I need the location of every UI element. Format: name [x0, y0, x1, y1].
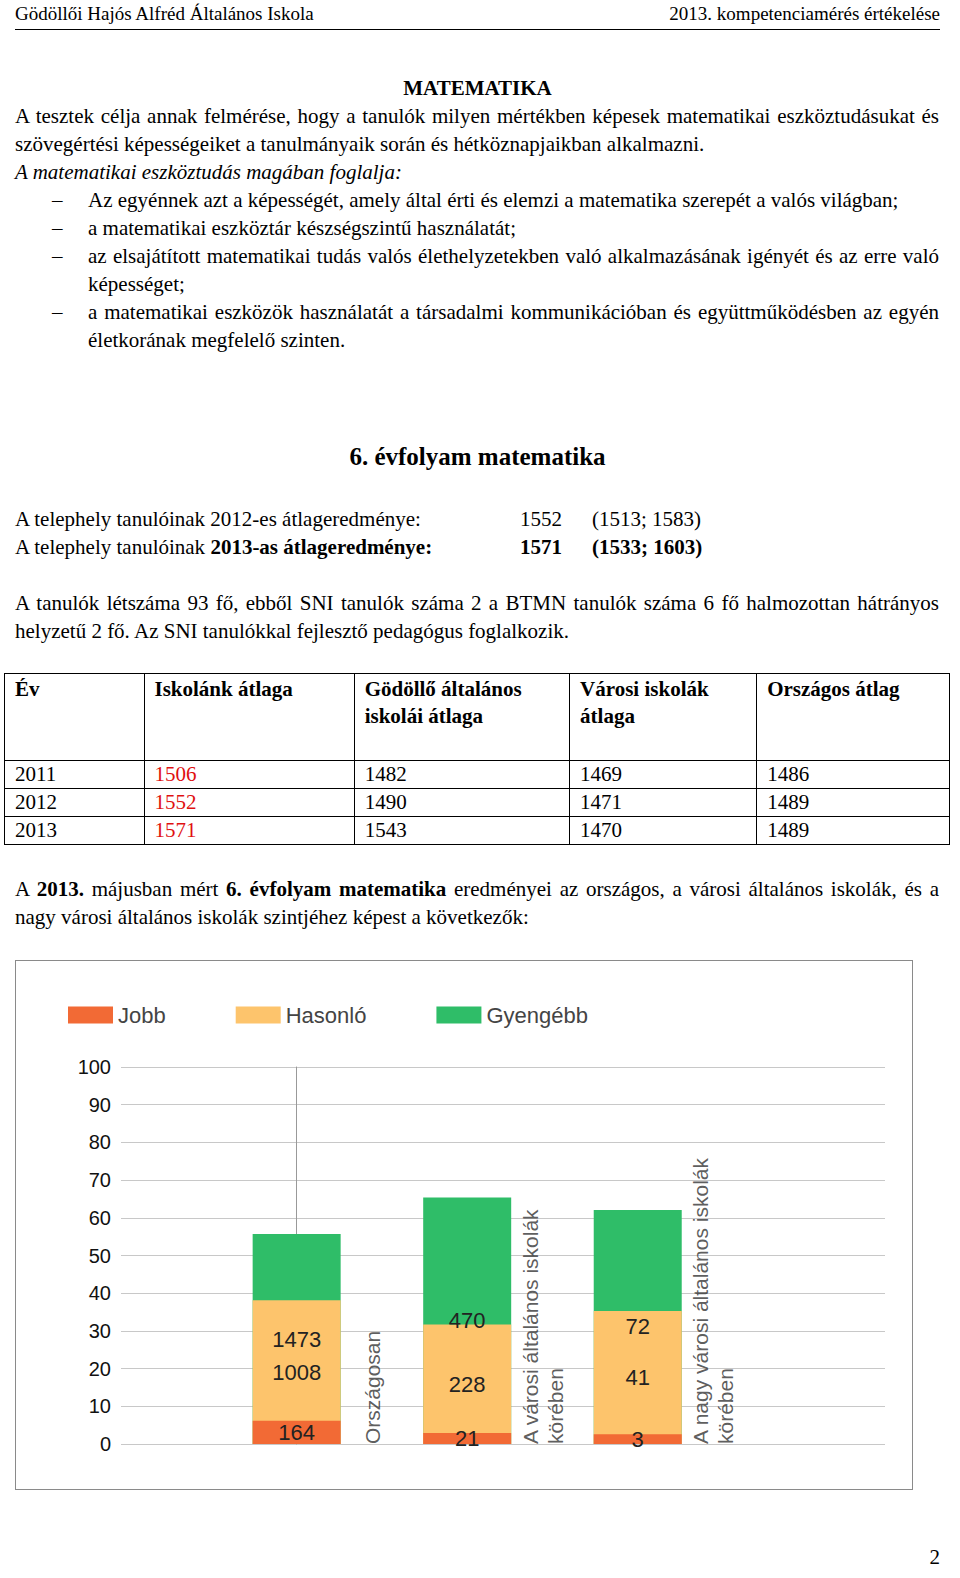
svg-text:90: 90 [89, 1094, 111, 1116]
svg-text:164: 164 [278, 1420, 315, 1445]
html-text:A telephely tanulóinak 2013-as: A telephely tanulóinak 2013-as átlagered… [15, 535, 433, 559]
svg-text:A városi általános iskolák: A városi általános iskolák [519, 1209, 542, 1444]
html-text:1469: 1469 [580, 762, 623, 786]
html-text:1571: 1571 [520, 535, 562, 559]
html-text:1482: 1482 [364, 762, 407, 786]
html-text:1489: 1489 [767, 790, 810, 814]
html-text:1552: 1552 [154, 790, 197, 814]
html-text:1489: 1489 [767, 818, 810, 842]
html-text:A matematikai eszköztudás magá: A matematikai eszköztudás magában foglal… [15, 160, 402, 184]
svg-text:10: 10 [89, 1395, 111, 1417]
svg-text:Gyengébb: Gyengébb [486, 1003, 588, 1028]
svg-text:100: 100 [78, 1056, 111, 1078]
svg-text:1008: 1008 [272, 1360, 321, 1385]
svg-text:körében: körében [714, 1368, 737, 1444]
html-text:1490: 1490 [364, 790, 407, 814]
html-text:6. évfolyam matematika: 6. évfolyam matematika [349, 443, 606, 470]
svg-text:228: 228 [449, 1372, 486, 1397]
svg-text:körében: körében [544, 1368, 567, 1444]
html-text:MATEMATIKA: MATEMATIKA [403, 76, 552, 100]
html-text:Gödöllői Hajós Alfréd Általáno: Gödöllői Hajós Alfréd Általános Iskola [15, 3, 314, 24]
svg-text:Jobb: Jobb [118, 1003, 166, 1028]
html-text:Év: Év [15, 677, 40, 701]
svg-text:70: 70 [89, 1169, 111, 1191]
html-text:a matematikai eszközök használ: a matematikai eszközök használatát a tár… [88, 300, 939, 352]
html-text:A tanulók létszáma 93 fő, ebbő: A tanulók létszáma 93 fő, ebből SNI tanu… [15, 591, 939, 643]
html-text:(1533; 1603): (1533; 1603) [592, 535, 703, 559]
html-text:2: 2 [929, 1545, 940, 1569]
svg-text:Hasonló: Hasonló [286, 1003, 367, 1028]
svg-text:72: 72 [625, 1314, 649, 1339]
html-text:Városi iskolák átlaga: Városi iskolák átlaga [580, 677, 709, 728]
svg-text:Országosan: Országosan [361, 1331, 384, 1444]
html-text:Iskolánk átlaga: Iskolánk átlaga [154, 677, 293, 701]
html-text:1552: 1552 [520, 507, 562, 531]
html-text:A telephely tanulóinak 2012-es: A telephely tanulóinak 2012-es átlagered… [15, 507, 421, 531]
svg-text:60: 60 [89, 1207, 111, 1229]
html-text:2013. kompetenciamérés értékel: 2013. kompetenciamérés értékelése [669, 3, 940, 24]
svg-text:20: 20 [89, 1358, 111, 1380]
html-text:Az egyénnek azt a képességét,: Az egyénnek azt a képességét, amely álta… [88, 188, 899, 212]
svg-text:21: 21 [455, 1426, 479, 1451]
html-text:1471: 1471 [580, 790, 623, 814]
html-text:1571: 1571 [154, 818, 197, 842]
svg-text:3: 3 [632, 1427, 644, 1452]
html-text:A tesztek célja annak felmérés: A tesztek célja annak felmérése, hogy a … [15, 104, 939, 156]
html-text:2011: 2011 [15, 762, 57, 786]
svg-text:A nagy városi általános iskolá: A nagy városi általános iskolák [689, 1158, 712, 1444]
svg-text:80: 80 [89, 1131, 111, 1153]
html-text:a matematikai eszköztár készsé: a matematikai eszköztár készségszintű ha… [88, 216, 516, 240]
html-text:az elsajátított matematikai tu: az elsajátított matematikai tudás valós … [88, 244, 939, 296]
html-text:1543: 1543 [364, 818, 407, 842]
svg-text:30: 30 [89, 1320, 111, 1342]
html-text:1486: 1486 [767, 762, 810, 786]
html-text:Gödöllő általános iskolái átla: Gödöllő általános iskolái átlaga [364, 677, 522, 728]
svg-text:41: 41 [625, 1365, 649, 1390]
svg-text:50: 50 [89, 1245, 111, 1267]
html-text:(1513; 1583): (1513; 1583) [592, 507, 702, 531]
html-text:Országos átlag: Országos átlag [767, 677, 900, 701]
html-text:1470: 1470 [580, 818, 623, 842]
svg-text:470: 470 [449, 1308, 486, 1333]
html-text:2012: 2012 [15, 790, 57, 814]
svg-text:40: 40 [89, 1282, 111, 1304]
svg-text:0: 0 [100, 1433, 111, 1455]
svg-text:1473: 1473 [272, 1327, 321, 1352]
html-text:A 2013. májusban mért 6. évfol: A 2013. májusban mért 6. évfolyam matema… [15, 877, 939, 929]
html-text:1506: 1506 [154, 762, 197, 786]
html-text:2013: 2013 [15, 818, 57, 842]
